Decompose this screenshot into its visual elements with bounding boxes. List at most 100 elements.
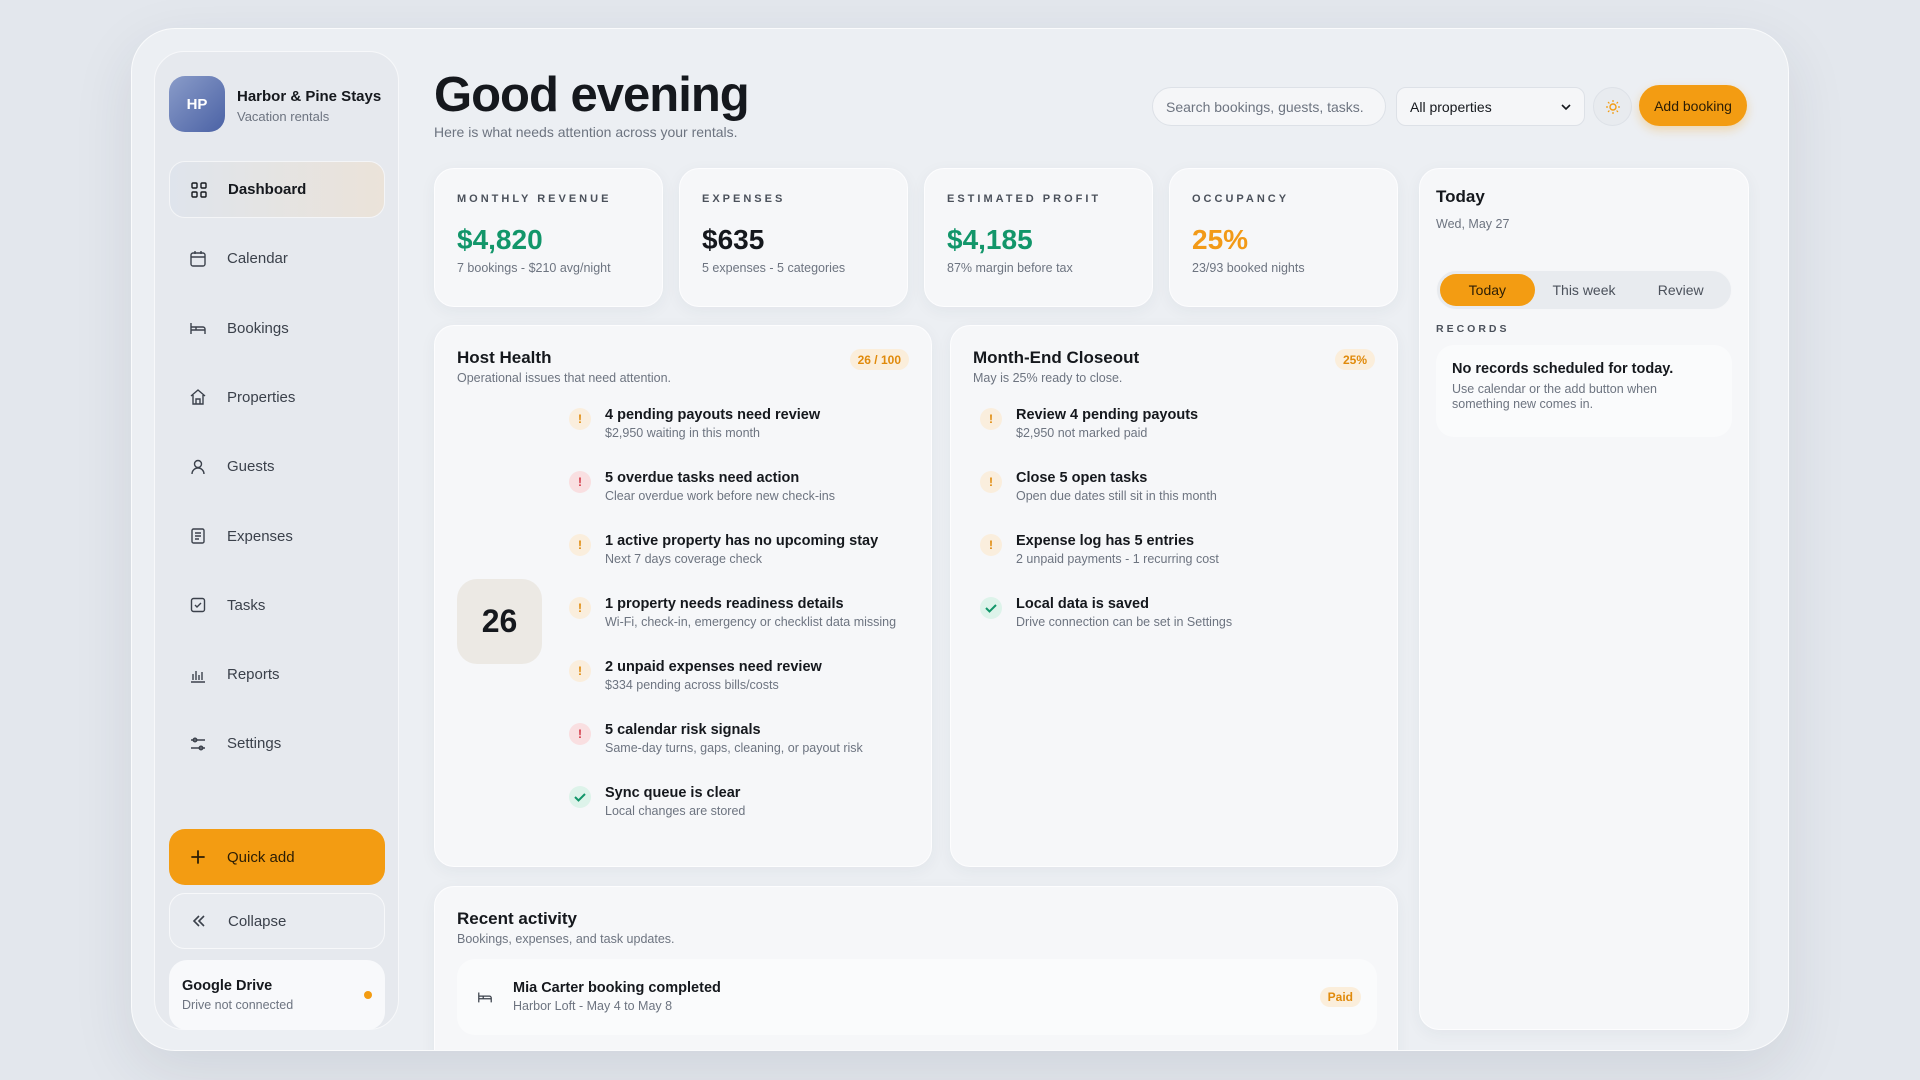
issue-detail: Drive connection can be set in Settings xyxy=(1016,615,1233,629)
stat-card: ESTIMATED PROFIT $4,185 87% margin before … xyxy=(924,168,1153,307)
stat-label: EXPENSES xyxy=(702,193,786,205)
nav-item[interactable]: Dashboard xyxy=(169,161,385,218)
property-select[interactable]: All properties xyxy=(1396,87,1585,126)
stat-card: MONTHLY REVENUE $4,820 7 bookings - $210 a… xyxy=(434,168,663,307)
issue-detail: Wi-Fi, check-in, emergency or checklist … xyxy=(605,615,897,629)
nav-label: Guests xyxy=(227,458,275,476)
status-icon xyxy=(980,597,1002,619)
stat-note: 5 expenses - 5 categories xyxy=(702,261,846,275)
issue-item: ! Close 5 open tasks Open due dates still … xyxy=(980,470,1380,520)
status-icon: ! xyxy=(569,408,591,430)
theme-toggle[interactable] xyxy=(1593,87,1632,126)
search-placeholder: Search bookings, guests, tasks. xyxy=(1166,98,1364,115)
issue-detail: Local changes are stored xyxy=(605,804,746,818)
tab[interactable]: Review xyxy=(1657,282,1704,298)
nav-label: Dashboard xyxy=(228,181,307,198)
issue-text: Expense log has 5 entries 2 unpaid paymen… xyxy=(1016,533,1219,583)
nav-item[interactable]: Bookings xyxy=(169,300,385,357)
nav-item[interactable]: Settings xyxy=(169,715,385,772)
issue-title: 5 overdue tasks need action xyxy=(605,470,800,486)
health-list: ! 4 pending payouts need review $2,950 wai… xyxy=(569,407,909,835)
chevron xyxy=(1561,103,1571,110)
status-icon: ! xyxy=(980,471,1002,493)
panel-badge: 26 / 100 xyxy=(849,349,909,370)
nav-item[interactable]: Calendar xyxy=(169,230,385,287)
issue-detail: $334 pending across bills/costs xyxy=(605,678,779,692)
panel-title: Month-End Closeout xyxy=(973,348,1140,367)
stat-note: 23/93 booked nights xyxy=(1192,261,1305,275)
nav-item[interactable]: Tasks xyxy=(169,577,385,634)
issue-item: ! Review 4 pending payouts $2,950 not mark… xyxy=(980,407,1380,457)
stat-label: OCCUPANCY xyxy=(1192,193,1290,205)
issue-title: 1 property needs readiness details xyxy=(605,596,844,612)
nav-item[interactable]: Expenses xyxy=(169,508,385,565)
issue-title: Expense log has 5 entries xyxy=(1016,533,1195,549)
stat-label: ESTIMATED PROFIT xyxy=(947,193,1102,205)
issue-detail: $2,950 waiting in this month xyxy=(605,426,760,440)
issue-item: ! 2 unpaid expenses need review $334 pendi… xyxy=(569,659,909,709)
issue-title: 5 calendar risk signals xyxy=(605,722,761,738)
stat-value: $635 xyxy=(702,224,765,255)
issue-item: ! 5 overdue tasks need action Clear overdu… xyxy=(569,470,909,520)
nav-icon xyxy=(191,670,205,683)
drive-status-dot xyxy=(364,991,372,999)
panel-title: Host Health xyxy=(457,348,552,367)
panel-badge: 25% xyxy=(1334,349,1375,370)
activity-detail: Harbor Loft - May 4 to May 8 xyxy=(513,999,673,1013)
issue-item: Local data is saved Drive connection can … xyxy=(980,596,1380,646)
today-date: Wed, May 27 xyxy=(1436,217,1510,231)
stat-value: 25% xyxy=(1192,224,1249,255)
issue-text: 5 overdue tasks need action Clear overdue… xyxy=(605,470,835,520)
nav-icon xyxy=(190,389,206,406)
nav-icon xyxy=(191,181,207,198)
issue-detail: $2,950 not marked paid xyxy=(1016,426,1148,440)
status-icon: ! xyxy=(569,660,591,682)
tab[interactable]: This week xyxy=(1552,282,1616,298)
nav-label: Expenses xyxy=(227,527,293,545)
activity-icon xyxy=(478,992,492,1003)
collapse-icon xyxy=(192,915,205,927)
collapse-button[interactable]: Collapse xyxy=(169,893,385,949)
issue-title: 1 active property has no upcoming stay xyxy=(605,533,879,549)
issue-item: ! 1 active property has no upcoming stay N… xyxy=(569,533,909,583)
issue-detail: Open due dates still sit in this month xyxy=(1016,489,1217,503)
tabs: Today This week Review xyxy=(1436,270,1732,310)
nav-label: Calendar xyxy=(227,250,288,268)
issue-item: ! 1 property needs readiness details Wi-Fi… xyxy=(569,596,909,646)
records-label: RECORDS xyxy=(1436,323,1510,335)
issue-item: Sync queue is clear Local changes are sto… xyxy=(569,785,909,835)
plus-icon xyxy=(191,850,205,864)
panel-subtitle: May is 25% ready to close. xyxy=(973,371,1123,385)
property-filter: All properties xyxy=(1410,98,1492,115)
brand-subtitle: Vacation rentals xyxy=(237,109,330,124)
drive-card[interactable]: Google Drive Drive not connected xyxy=(169,960,385,1030)
nav-item[interactable]: Properties xyxy=(169,369,385,426)
collapse-label: Collapse xyxy=(228,912,287,930)
sidebar: HP Harbor & Pine Stays Vacation rentals … xyxy=(154,51,399,1030)
today-title: Today xyxy=(1436,187,1485,206)
issue-text: 5 calendar risk signals Same-day turns, g… xyxy=(605,722,863,772)
quick-add-button[interactable]: Quick add xyxy=(169,829,385,885)
nav-label: Bookings xyxy=(227,319,289,337)
drive-status: Drive not connected xyxy=(182,998,294,1012)
issue-title: 4 pending payouts need review xyxy=(605,407,821,423)
today-panel: Today Wed, May 27 Today This week Review R… xyxy=(1419,168,1749,1030)
issue-item: ! 4 pending payouts need review $2,950 wai… xyxy=(569,407,909,457)
issue-detail: Clear overdue work before new check-ins xyxy=(605,489,835,503)
app-frame: HP Harbor & Pine Stays Vacation rentals … xyxy=(131,28,1789,1051)
status-icon: ! xyxy=(569,534,591,556)
panel-title: Recent activity xyxy=(457,909,577,928)
activity-item: Mia Carter booking completed Harbor Loft … xyxy=(457,959,1377,1035)
panel-subtitle: Operational issues that need attention. xyxy=(457,371,672,385)
tab[interactable]: Today xyxy=(1440,274,1535,306)
page-subtitle: Here is what needs attention across your… xyxy=(434,124,738,140)
search-input[interactable]: Search bookings, guests, tasks. xyxy=(1152,87,1386,126)
nav-item[interactable]: Guests xyxy=(169,438,385,495)
nav-icon xyxy=(190,250,206,267)
issue-text: Review 4 pending payouts $2,950 not marke… xyxy=(1016,407,1198,457)
nav-item[interactable]: Reports xyxy=(169,646,385,703)
status-icon: ! xyxy=(980,534,1002,556)
add-booking-button[interactable]: Add booking xyxy=(1639,85,1747,126)
brand-name: Harbor & Pine Stays xyxy=(237,88,382,105)
